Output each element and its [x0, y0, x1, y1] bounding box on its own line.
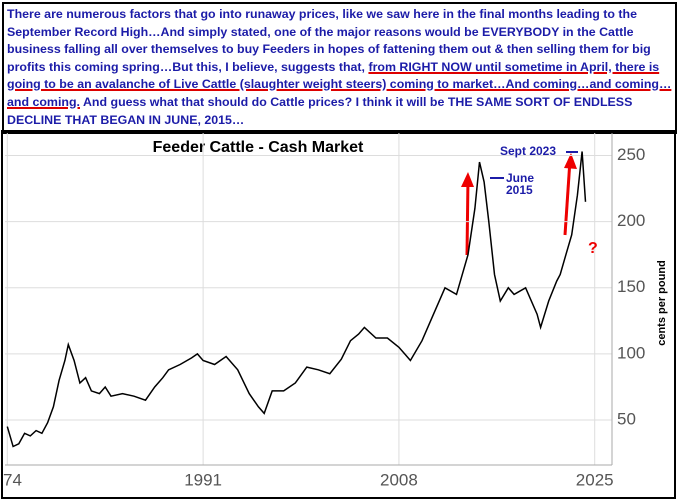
x-tick-label: 1991 — [184, 470, 222, 489]
note-text: There are numerous factors that go into … — [7, 7, 651, 74]
data-line — [6, 151, 587, 448]
x-tick-label: 74 — [3, 470, 22, 489]
note-text: And guess what that should do Cattle pri… — [7, 94, 633, 127]
y-tick-label: 50 — [617, 410, 636, 429]
arrow — [465, 177, 470, 256]
x-tick-label: 2025 — [576, 470, 614, 489]
y-tick-label: 100 — [617, 343, 645, 362]
chart-title: Feeder Cattle - Cash Market — [153, 139, 364, 156]
annotation: June — [506, 171, 534, 185]
x-tick-label: 2008 — [380, 470, 418, 489]
y-tick-label: 200 — [617, 211, 645, 230]
y-tick-label: 250 — [617, 145, 645, 164]
arrow — [563, 159, 572, 236]
y-tick-label: 150 — [617, 277, 645, 296]
y-axis-label: cents per pound — [656, 260, 668, 346]
arrow-head — [461, 172, 474, 187]
annotation: 2015 — [506, 183, 533, 197]
note-text-underlined: from RIGHT NOW until sometime in April, … — [7, 59, 672, 109]
chart-frame — [1, 130, 676, 499]
annotation: ? — [588, 240, 598, 257]
note-box: There are numerous factors that go into … — [2, 2, 677, 134]
annotation: Sept 2023 — [500, 144, 556, 158]
arrow-head — [564, 153, 577, 169]
